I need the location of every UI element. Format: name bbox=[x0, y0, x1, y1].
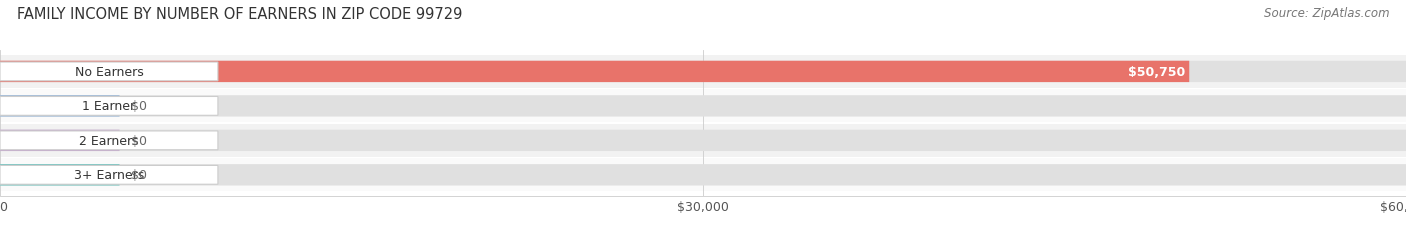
Text: Source: ZipAtlas.com: Source: ZipAtlas.com bbox=[1264, 7, 1389, 20]
FancyBboxPatch shape bbox=[0, 61, 1189, 83]
FancyBboxPatch shape bbox=[0, 63, 218, 82]
Text: 1 Earner: 1 Earner bbox=[83, 100, 135, 113]
FancyBboxPatch shape bbox=[0, 166, 218, 184]
FancyBboxPatch shape bbox=[0, 96, 120, 117]
FancyBboxPatch shape bbox=[0, 130, 120, 151]
FancyBboxPatch shape bbox=[0, 164, 1406, 186]
FancyBboxPatch shape bbox=[0, 130, 1406, 151]
Text: $0: $0 bbox=[131, 100, 146, 113]
FancyBboxPatch shape bbox=[0, 96, 1406, 117]
Bar bbox=[0, 124, 1406, 157]
FancyBboxPatch shape bbox=[0, 97, 218, 116]
FancyBboxPatch shape bbox=[0, 131, 218, 150]
FancyBboxPatch shape bbox=[0, 164, 120, 186]
Text: $0: $0 bbox=[131, 134, 146, 147]
Text: FAMILY INCOME BY NUMBER OF EARNERS IN ZIP CODE 99729: FAMILY INCOME BY NUMBER OF EARNERS IN ZI… bbox=[17, 7, 463, 22]
Bar bbox=[0, 56, 1406, 88]
Text: $50,750: $50,750 bbox=[1128, 66, 1185, 79]
Bar bbox=[0, 90, 1406, 123]
FancyBboxPatch shape bbox=[0, 61, 1406, 83]
Text: No Earners: No Earners bbox=[75, 66, 143, 79]
Text: 3+ Earners: 3+ Earners bbox=[75, 169, 143, 182]
Text: $0: $0 bbox=[131, 169, 146, 182]
Bar bbox=[0, 159, 1406, 191]
Text: 2 Earners: 2 Earners bbox=[79, 134, 139, 147]
